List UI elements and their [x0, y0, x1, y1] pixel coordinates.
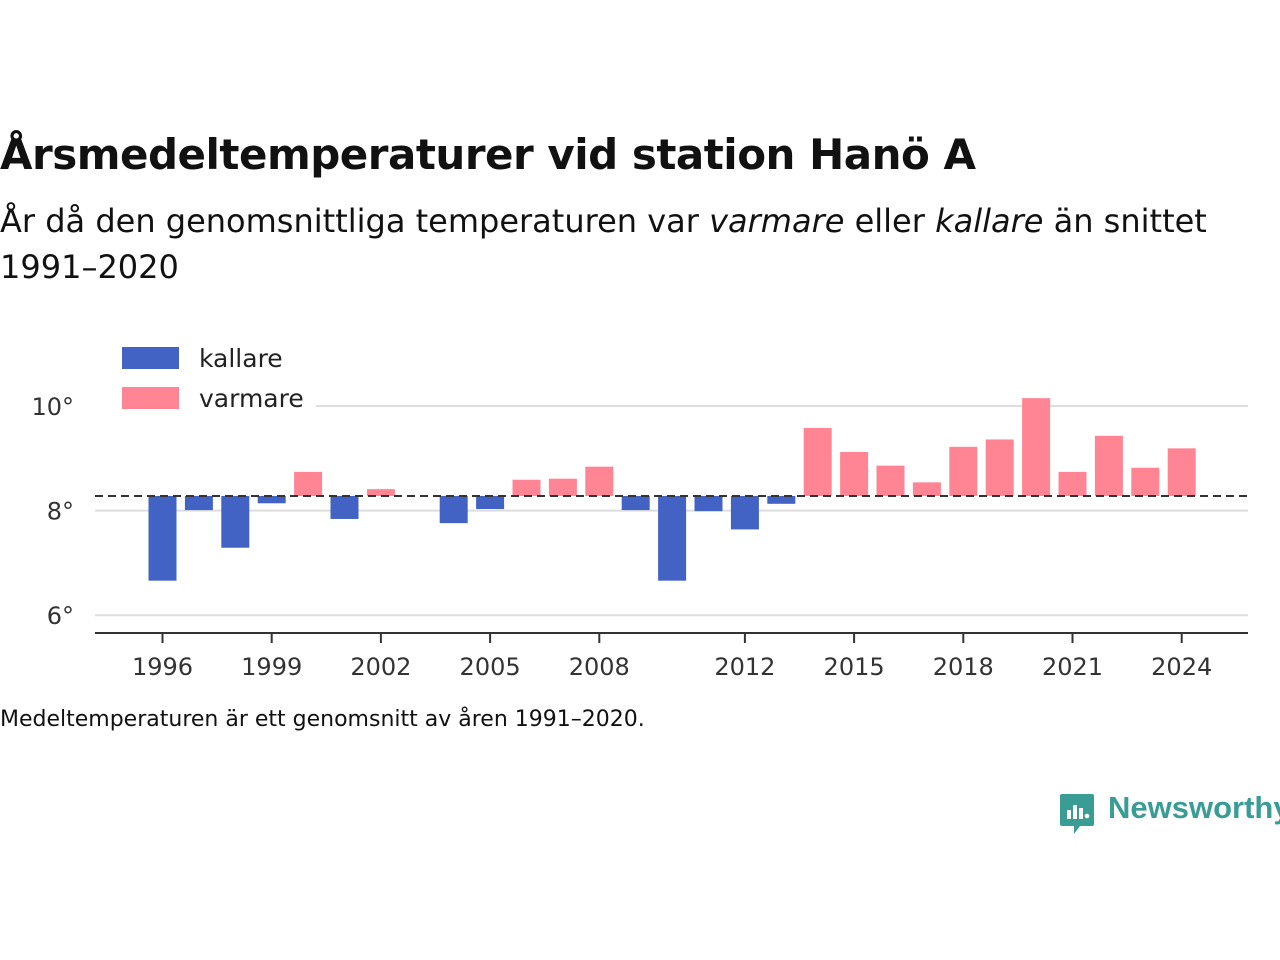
bar-2006: [512, 479, 541, 496]
x-axis: 1996 1999 2002 2005 2008 2012 2015 2018 2021 2024: [95, 632, 1248, 681]
subtitle-part1: År då den genomsnittliga temperaturen va…: [0, 202, 710, 240]
y-tick-label-8: 8°: [47, 498, 74, 526]
brand-name: Newsworthy: [1108, 790, 1280, 825]
grid-lines: 6° 8° 10°: [31, 393, 1248, 630]
temperature-bar-chart: 6° 8° 10° 1996 1999 2002 2005 2008 2012 2015 2018…: [31, 344, 1248, 681]
bar-2024: [1167, 448, 1196, 496]
subtitle-colder-word: kallare: [935, 202, 1044, 240]
bar-2004: [439, 495, 468, 524]
x-tick-label-2015: 2015: [824, 653, 885, 681]
legend-label-varmare: varmare: [199, 384, 304, 413]
bar-2018: [949, 446, 978, 496]
bar-2007: [548, 478, 577, 496]
newsworthy-logo-icon: [1060, 794, 1094, 834]
bar-2001: [330, 495, 359, 519]
bar-2015: [840, 452, 869, 496]
chart-subtitle: År då den genomsnittliga temperaturen va…: [0, 198, 1240, 290]
bar-2023: [1131, 467, 1160, 496]
x-tick-label-2024: 2024: [1151, 653, 1212, 681]
bar-1997: [184, 495, 213, 511]
subtitle-warmer-word: varmare: [709, 202, 845, 240]
bar-2009: [621, 495, 650, 511]
subtitle-part2: eller: [844, 202, 936, 240]
x-tick-label-2002: 2002: [350, 653, 411, 681]
x-tick-label-1999: 1999: [241, 653, 302, 681]
x-tick-label-2005: 2005: [460, 653, 521, 681]
legend: kallare varmare: [122, 344, 304, 413]
legend-swatch-varmare: [122, 387, 179, 409]
bar-2022: [1094, 435, 1123, 496]
bar-1996: [148, 495, 177, 581]
x-tick-label-2008: 2008: [569, 653, 630, 681]
bar-2017: [912, 482, 941, 496]
bar-2010: [658, 495, 687, 581]
bar-2005: [476, 495, 505, 510]
bar-2014: [803, 427, 832, 496]
bar-2013: [767, 495, 796, 504]
bar-2020: [1022, 398, 1051, 496]
bar-1999: [257, 495, 286, 504]
bars: [148, 398, 1196, 581]
y-tick-label-6: 6°: [47, 602, 74, 630]
bar-2021: [1058, 471, 1087, 496]
x-tick-label-1996: 1996: [132, 653, 193, 681]
bar-1998: [221, 495, 250, 548]
bar-2016: [876, 465, 905, 496]
footnote: Medeltemperaturen är ett genomsnitt av å…: [0, 707, 645, 732]
x-tick-label-2018: 2018: [933, 653, 994, 681]
y-tick-label-10: 10°: [31, 393, 74, 421]
bar-2002: [366, 489, 395, 496]
bar-2000: [294, 471, 323, 496]
bar-2011: [694, 495, 723, 512]
legend-swatch-kallare: [122, 347, 179, 369]
bar-2012: [730, 495, 759, 530]
legend-label-kallare: kallare: [199, 344, 283, 373]
bar-2019: [985, 439, 1014, 496]
x-tick-label-2012: 2012: [714, 653, 775, 681]
x-tick-label-2021: 2021: [1042, 653, 1103, 681]
bar-2008: [585, 466, 614, 496]
chart-title: Årsmedeltemperaturer vid station Hanö A: [0, 130, 976, 179]
subtitle-part3: än snittet 1991–2020: [0, 202, 1207, 286]
